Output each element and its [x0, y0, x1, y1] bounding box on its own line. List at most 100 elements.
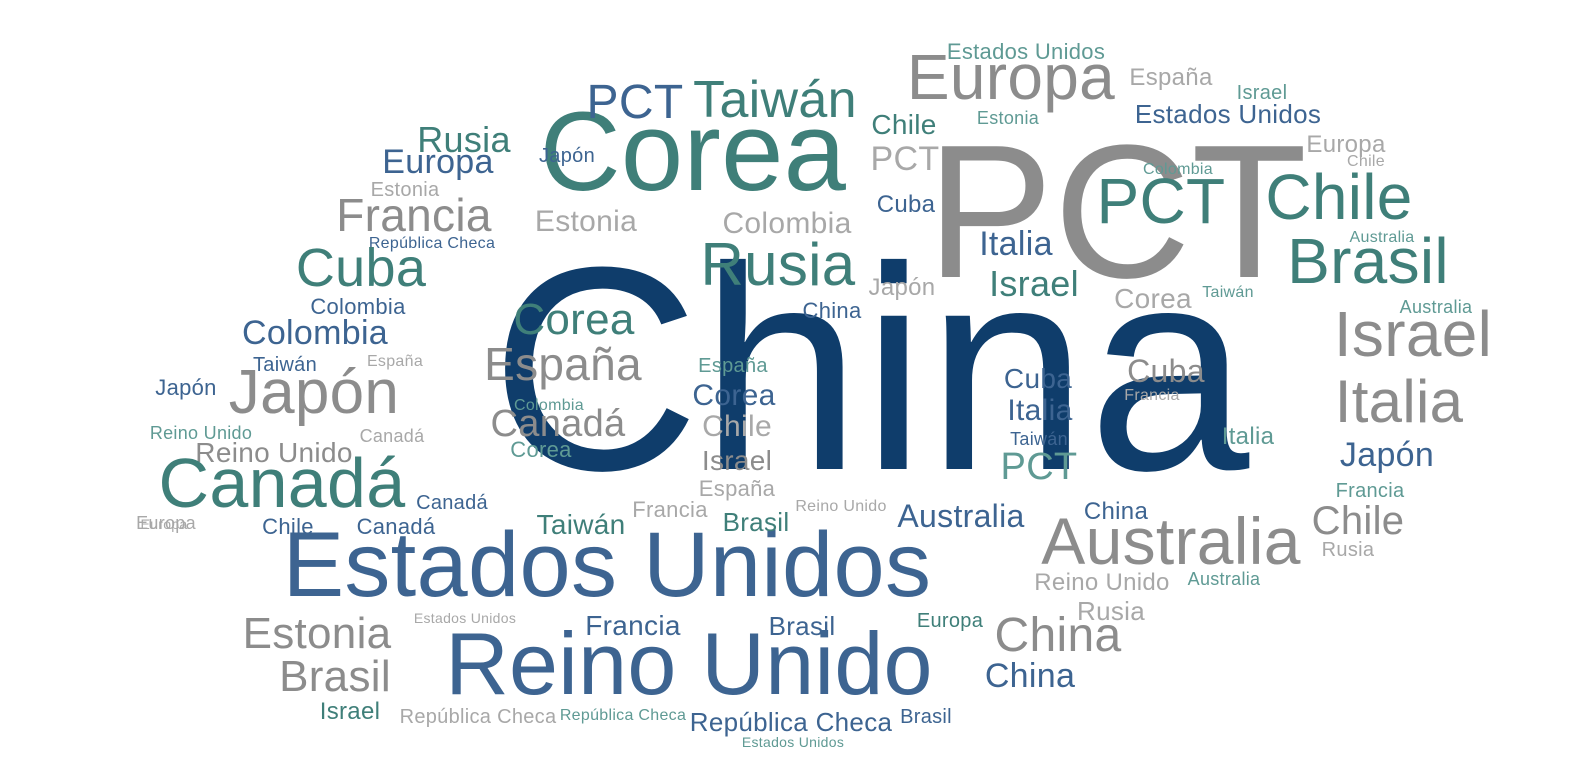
word-cloud-word: Israel [319, 698, 381, 725]
word-cloud-word: Rusia [417, 119, 511, 160]
word-cloud-word: Brasil [900, 706, 952, 728]
word-cloud-word: Cuba [1003, 363, 1073, 394]
word-cloud-word: Israel [1236, 82, 1288, 104]
word-cloud-word: Chile [1265, 161, 1413, 233]
word-cloud-word: Australia [1349, 229, 1415, 246]
word-cloud-word: Reino Unido [1034, 569, 1170, 596]
word-cloud-word: Francia [585, 610, 681, 641]
word-cloud-word: España [484, 338, 642, 390]
word-cloud-word: República Checa [368, 235, 496, 252]
word-cloud-word: Australia [1399, 297, 1473, 317]
word-cloud-word: Canadá [356, 514, 436, 539]
word-cloud-word: Chile [871, 109, 937, 140]
word-cloud-word: Francia [632, 497, 708, 522]
word-cloud-word: Australia [1187, 569, 1261, 589]
word-cloud-word: Europa [1306, 131, 1386, 158]
word-cloud-word: China [1083, 498, 1149, 525]
word-cloud-word: Canadá [158, 444, 406, 522]
word-cloud-word: Colombia [241, 314, 389, 352]
word-cloud-word: Italia [979, 225, 1053, 263]
word-cloud-word: Francia [1335, 480, 1405, 502]
word-cloud-word: Brasil [279, 652, 391, 701]
word-cloud-word: Francia [336, 189, 492, 241]
word-cloud-word: Corea [510, 437, 572, 462]
word-cloud-word: Reino Unido [149, 423, 253, 443]
word-cloud-word: Europa [382, 143, 494, 181]
word-cloud-word: Taiwán [1010, 429, 1068, 449]
word-cloud-word: Canadá [416, 492, 488, 514]
word-cloud-word: España [698, 476, 776, 501]
word-cloud-word: Colombia [310, 294, 406, 319]
word-cloud-word: Israel [701, 445, 773, 476]
word-cloud-word: Europa [906, 41, 1116, 113]
word-cloud-word: China [490, 207, 1250, 531]
word-cloud-word: China [984, 657, 1076, 695]
word-cloud-word: PCT [1000, 446, 1078, 488]
word-cloud-word: Estonia [370, 179, 440, 201]
word-cloud-word: Corea [513, 295, 635, 344]
word-cloud-word: Europa [140, 516, 188, 532]
word-cloud-word: Japón [228, 358, 400, 427]
word-cloud-word: Taiwán [536, 509, 626, 540]
word-cloud-word: China [994, 609, 1122, 662]
word-cloud-word: Cuba [876, 191, 936, 218]
word-cloud-word: Estados Unidos [413, 610, 517, 626]
word-cloud-word: China [802, 298, 862, 323]
word-cloud-word: Chile [1347, 153, 1385, 170]
word-cloud-word: Taiwán [252, 354, 318, 376]
word-cloud-word: Estados Unidos [946, 39, 1106, 64]
word-cloud-word: Colombia [1143, 161, 1213, 178]
word-cloud-word: República Checa [399, 706, 557, 728]
word-cloud-word: Corea [539, 89, 847, 214]
word-cloud-word: Colombia [514, 397, 584, 414]
word-cloud-word: Israel [1333, 298, 1493, 370]
word-cloud-word: Chile [262, 514, 314, 539]
word-cloud-word: PCT [926, 106, 1308, 318]
word-cloud-word: Cuba [295, 238, 427, 298]
word-cloud-word: Australia [1041, 504, 1301, 578]
word-cloud-word: PCT [870, 140, 940, 178]
word-cloud-word: Europa [916, 610, 984, 632]
word-cloud-word: Estonia [242, 609, 392, 658]
word-cloud-word: Reino Unido [795, 498, 887, 515]
word-cloud-word: Rusia [700, 231, 856, 298]
word-cloud-word: Japón [539, 145, 595, 167]
word-cloud-word: Reino Unido [445, 614, 933, 713]
word-cloud-word: España [698, 355, 768, 377]
word-cloud-word: Estonia [976, 108, 1040, 128]
word-cloud-word: Japón [155, 375, 217, 400]
word-cloud-word: Corea [692, 379, 776, 412]
word-cloud-word: Brasil [768, 611, 836, 641]
word-cloud-word: Reino Unido [195, 437, 353, 468]
word-cloud-word: Israel [989, 263, 1079, 304]
word-cloud-word: Brasil [722, 507, 790, 537]
word-cloud-word: Estados Unidos [741, 734, 845, 750]
word-cloud-word: Rusia [1077, 596, 1145, 626]
word-cloud-word: Estados Unidos [282, 514, 932, 616]
word-cloud-word: Italia [1221, 423, 1275, 450]
word-cloud-word: PCT [586, 76, 684, 129]
word-cloud-word: Italia [1007, 394, 1073, 427]
word-cloud-word: República Checa [559, 707, 687, 724]
word-cloud-word: Chile [1311, 499, 1405, 543]
word-cloud-word: Canadá [490, 403, 626, 445]
word-cloud-word: Japón [1339, 436, 1435, 474]
word-cloud-word: Canadá [359, 426, 425, 446]
word-cloud-word: Rusia [1321, 539, 1375, 561]
word-cloud-word: Australia [897, 498, 1025, 534]
word-cloud-word: Taiwán [693, 71, 857, 129]
word-cloud-word: Cuba [1127, 353, 1205, 389]
word-cloud-word: Taiwán [1202, 284, 1254, 301]
word-cloud-word: Estados Unidos [1134, 99, 1322, 129]
word-cloud-word: España [366, 353, 424, 370]
word-cloud-word: Japón [868, 274, 936, 301]
word-cloud-word: PCT [1096, 165, 1226, 237]
word-cloud-word: Francia [1124, 387, 1180, 404]
word-cloud-word: Brasil [1287, 225, 1449, 297]
word-cloud-word: Corea [1114, 283, 1192, 314]
word-cloud-word: España [1129, 64, 1213, 91]
word-cloud-word: Chile [702, 410, 772, 443]
word-cloud-word: Europa [136, 513, 196, 533]
word-cloud-word: Estonia [534, 205, 638, 238]
